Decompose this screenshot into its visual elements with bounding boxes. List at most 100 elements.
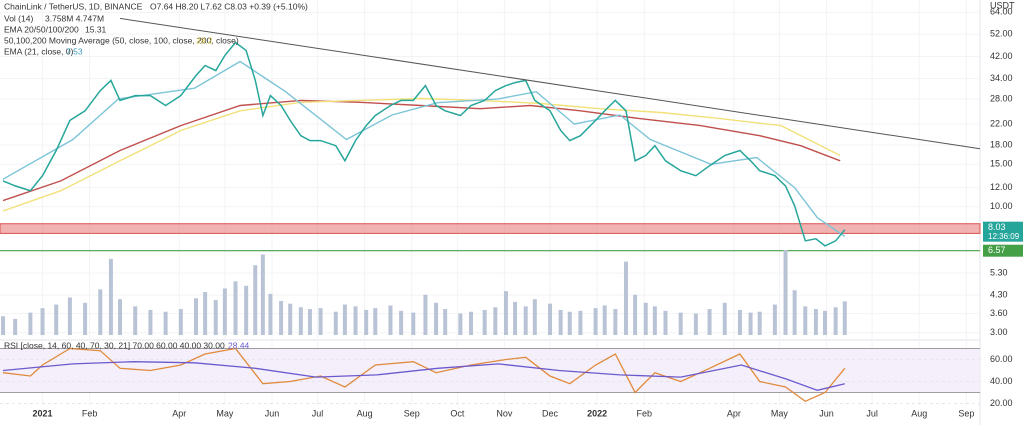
- ema21-value: 7.53: [66, 46, 83, 56]
- volume-bar: [593, 308, 598, 335]
- y-tick-label: 52.00: [990, 28, 1013, 38]
- volume-bar: [83, 302, 88, 335]
- y-tick-label: 10.00: [990, 201, 1013, 211]
- x-tick-label: Jul: [312, 408, 324, 418]
- background-layer: [0, 0, 981, 405]
- volume-bar: [194, 298, 198, 335]
- x-tick-label: Sep: [958, 408, 974, 418]
- y-tick-label: 12.00: [990, 182, 1013, 192]
- volume-bar: [148, 309, 153, 335]
- resistance-zone: [0, 223, 981, 234]
- volume-bar: [373, 308, 378, 335]
- volume-bar: [108, 258, 113, 335]
- volume-bar: [1, 316, 6, 335]
- volume-bar: [482, 309, 487, 335]
- y-tick-label: 20.00: [990, 398, 1013, 408]
- y-tick-label: 5.30: [990, 268, 1008, 278]
- volume-bar: [757, 311, 762, 335]
- price-badge: [983, 221, 1023, 242]
- volume-bar: [693, 313, 698, 335]
- volume-bar: [307, 309, 312, 335]
- volume-bar: [523, 306, 528, 335]
- volume-bar: [118, 299, 123, 335]
- y-tick-label: 3.00: [990, 327, 1008, 337]
- vol-legend: Vol (14): [4, 13, 33, 23]
- y-tick-label: 64.00: [990, 7, 1013, 17]
- ema21-legend: EMA (21, close, 0): [4, 46, 74, 56]
- volume-bar: [288, 303, 293, 335]
- volume-bar: [783, 250, 788, 335]
- volume-bar: [707, 309, 712, 335]
- y-tick-label: 15.00: [990, 159, 1013, 169]
- y-tick-label: 4.30: [990, 289, 1008, 299]
- rsi-band: [0, 348, 980, 393]
- countdown: 12:36:09: [988, 232, 1020, 241]
- y-tick-label: 18.00: [990, 140, 1013, 150]
- volume-bar: [28, 312, 33, 335]
- volume-bar: [222, 288, 227, 335]
- volume-bar: [203, 292, 208, 335]
- volume-bar: [803, 306, 808, 335]
- y-tick-label: 60.00: [990, 354, 1013, 364]
- volume-bar: [567, 311, 572, 335]
- foreground-layer: 64.00 52.00 42.00 34.00 28.00 22.00 18.00 15.00…: [2, 7, 1023, 418]
- volume-bar: [178, 309, 183, 335]
- volume-bar: [244, 285, 249, 335]
- volume-bar: [233, 281, 238, 335]
- trendline: [119, 17, 981, 150]
- volume-bar: [548, 303, 553, 335]
- y-tick-label: 3.60: [990, 308, 1008, 318]
- volume-bar: [613, 309, 618, 335]
- y-tick-label: 34.00: [990, 73, 1013, 83]
- volume-bar: [213, 300, 218, 335]
- y-tick-label: 28.00: [990, 93, 1013, 103]
- volume-bar: [602, 305, 607, 335]
- x-tick-label: Nov: [496, 408, 513, 418]
- x-tick-label: Aug: [911, 408, 927, 418]
- volume-bar: [298, 307, 303, 335]
- volume-bar: [493, 307, 498, 335]
- x-tick-label: 2021: [33, 408, 53, 418]
- volume-bar: [833, 307, 838, 335]
- volume-bar: [748, 312, 753, 335]
- volume-bar: [423, 294, 428, 335]
- support-badge-label: 6.57: [988, 245, 1006, 255]
- volume-bar: [678, 312, 683, 335]
- x-tick-label: May: [216, 408, 234, 418]
- x-tick-label: Apr: [727, 408, 741, 418]
- volume-bar: [333, 311, 338, 335]
- price-badge-label: 8.03: [988, 222, 1006, 232]
- x-tick-label: Jun: [819, 408, 834, 418]
- x-tick-label: Sep: [404, 408, 420, 418]
- support-badge: [983, 244, 1023, 257]
- volume-bar: [772, 304, 777, 335]
- x-tick-label: Jun: [265, 408, 280, 418]
- volume-bar: [67, 297, 72, 335]
- y-tick-label: 40.00: [990, 376, 1013, 386]
- volume-bar: [503, 291, 508, 335]
- volume-bar: [54, 304, 59, 335]
- volume-bar: [633, 294, 638, 335]
- moving-average: [2, 99, 841, 202]
- volume-bar: [133, 306, 138, 335]
- x-tick-label: Feb: [636, 408, 652, 418]
- volume-bar: [458, 313, 463, 335]
- volume-bar: [253, 265, 258, 335]
- volume-bar: [388, 305, 393, 335]
- moving-average: [2, 97, 841, 212]
- volume-bar: [163, 311, 168, 335]
- ema-legend: EMA 20/50/100/200: [4, 24, 79, 34]
- x-tick-label: May: [771, 408, 789, 418]
- volume-bar: [98, 289, 103, 335]
- volume-bar: [792, 290, 797, 335]
- volume-bar: [558, 309, 563, 335]
- rsi-line: [2, 361, 845, 391]
- volume-bar: [268, 293, 273, 335]
- volume-bar: [663, 310, 668, 335]
- volume-bar: [813, 309, 818, 335]
- volume-bar: [643, 302, 648, 335]
- rsi-line: [2, 347, 846, 403]
- volume-bar: [342, 304, 347, 335]
- volume-bar: [434, 302, 439, 335]
- volume-bar: [411, 312, 416, 335]
